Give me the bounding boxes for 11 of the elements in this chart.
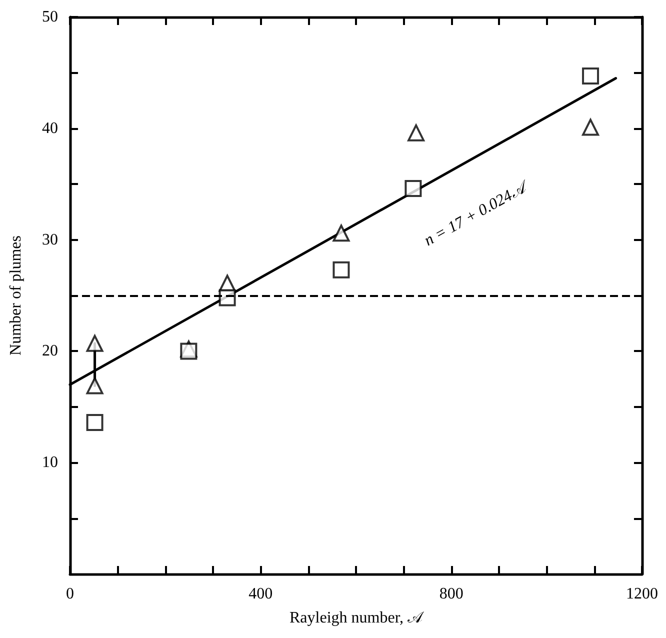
x-tick-label: 400 xyxy=(248,586,273,602)
y-tick-label: 20 xyxy=(42,342,58,360)
y-tick-label: 50 xyxy=(42,8,58,26)
x-tick-label: 1200 xyxy=(626,586,658,602)
x-tick-label: 800 xyxy=(439,586,464,602)
x-tick-label: 0 xyxy=(66,586,74,602)
y-tick-label: 10 xyxy=(42,454,58,472)
y-tick-label: 40 xyxy=(42,120,58,137)
y-tick-label: 30 xyxy=(42,231,58,248)
x-axis-title: Rayleigh number, 𝒜 xyxy=(290,610,424,626)
y-axis-title: Number of plumes xyxy=(8,236,24,356)
